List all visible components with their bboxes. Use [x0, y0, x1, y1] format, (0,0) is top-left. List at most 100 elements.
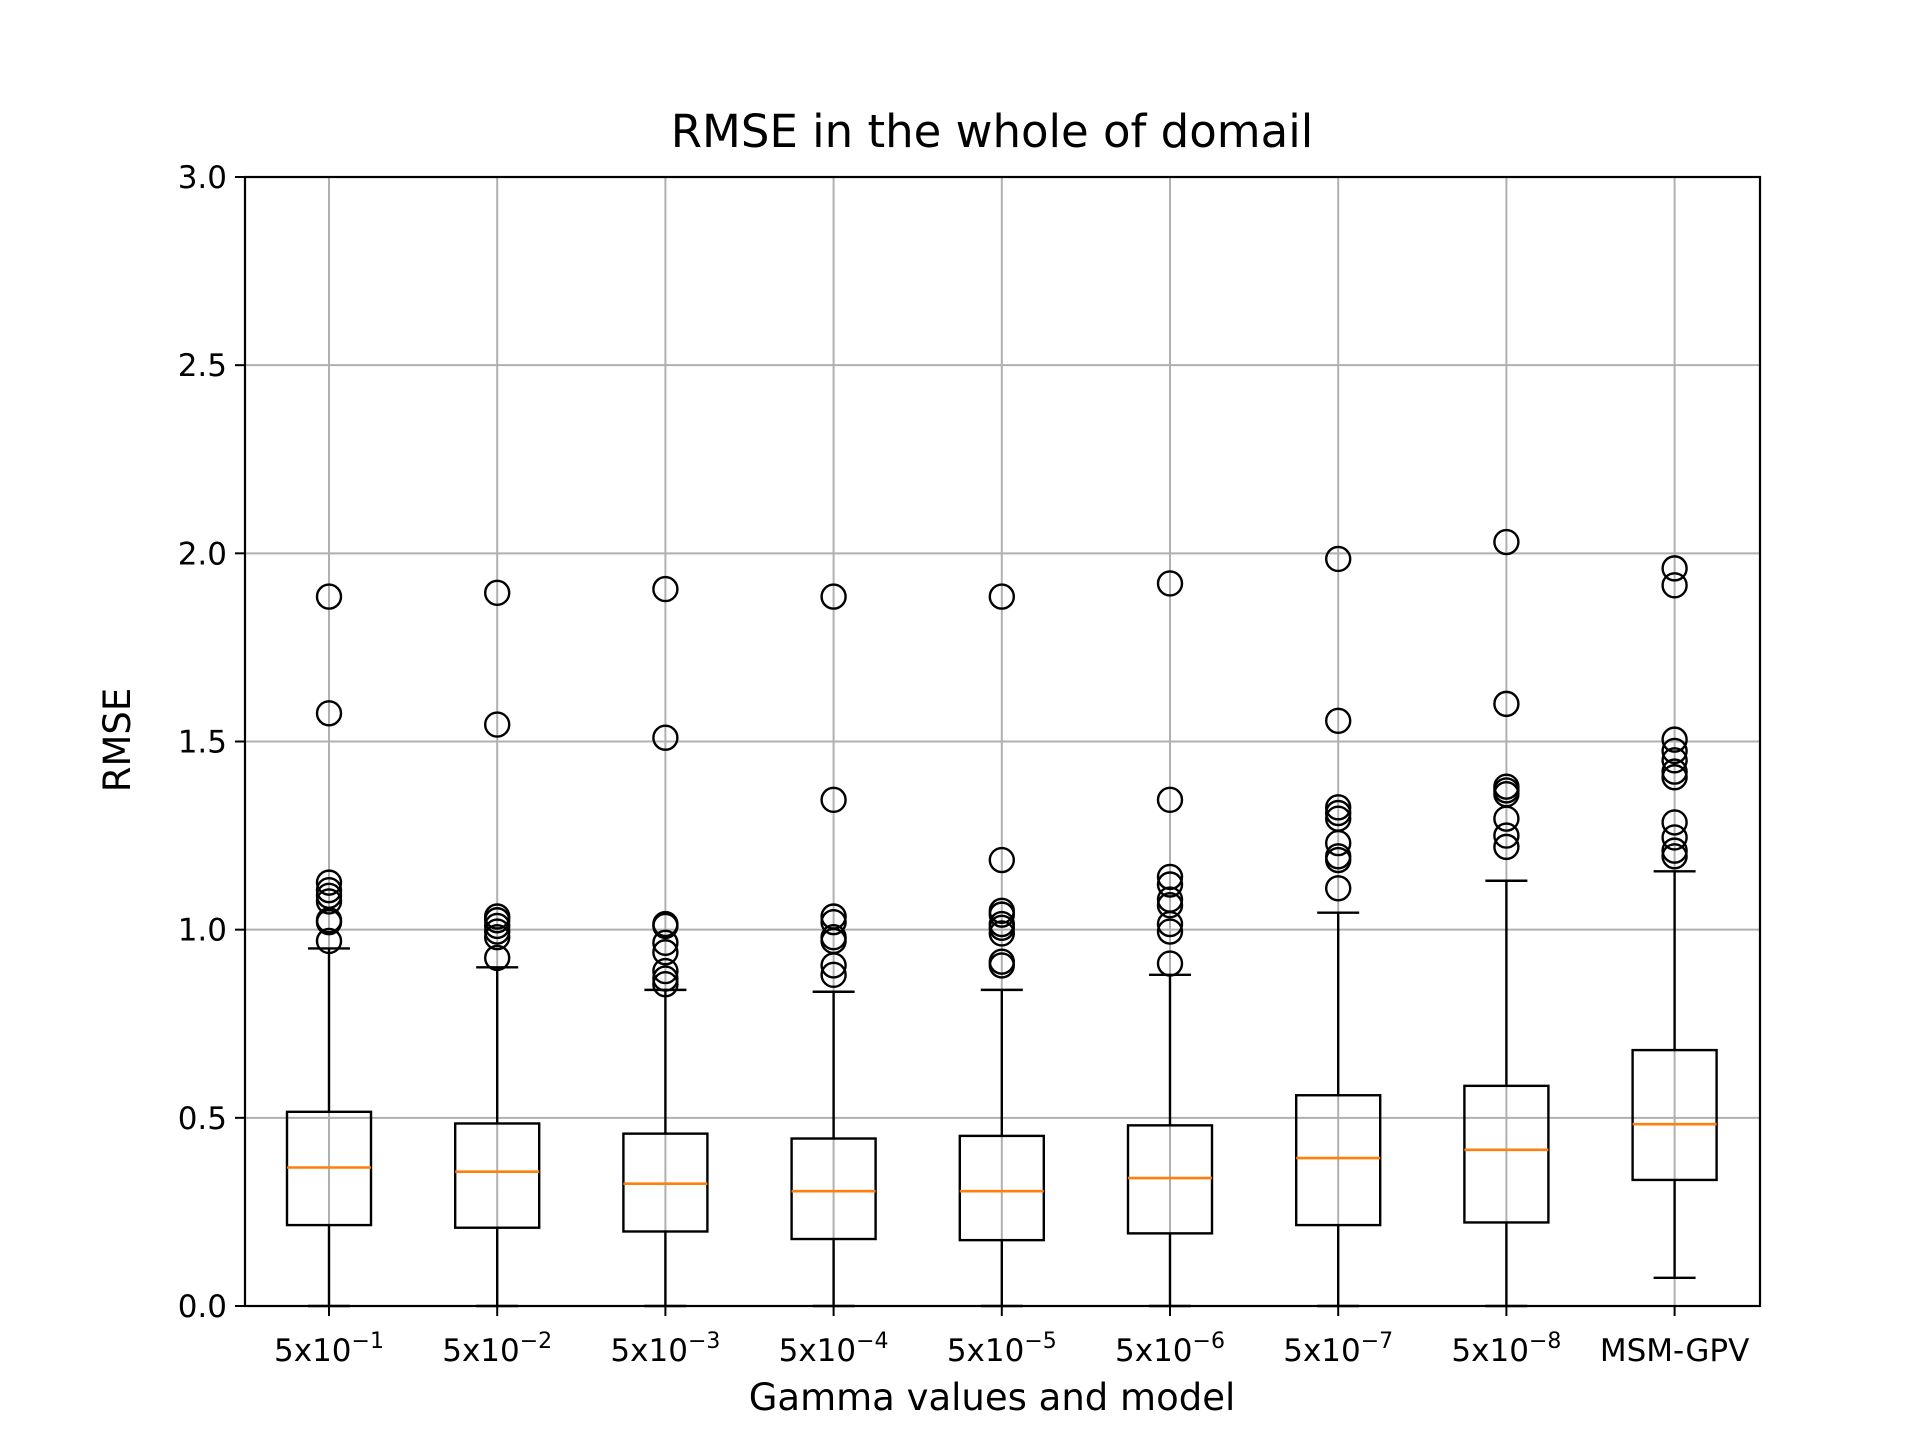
iqr-box: [958, 1134, 1045, 1242]
outlier-point: [1156, 950, 1184, 977]
x-tick-exponent: −3: [688, 1329, 720, 1354]
outlier-point: [652, 929, 679, 957]
outlier-point: [315, 869, 343, 896]
outlier-point: [1324, 794, 1352, 821]
y-tick-label: 1.5: [178, 725, 227, 761]
outlier-point: [1661, 764, 1688, 791]
x-tick-exponent: −2: [520, 1329, 552, 1354]
outlier-point: [315, 888, 343, 915]
y-axis-ticks: 0.0 0.5 1.0 1.5 2.0 2.5 3.0: [178, 160, 245, 1325]
y-tick-label: 2.0: [178, 536, 227, 572]
outlier-point: [1493, 528, 1520, 556]
outlier-point: [820, 961, 847, 989]
chart-title: RMSE in the whole of domail: [671, 105, 1313, 158]
box-5: [958, 583, 1045, 1308]
outlier-point: [1493, 822, 1520, 849]
outlier-point: [652, 971, 679, 998]
x-tick-exponent: −4: [856, 1329, 888, 1354]
outlier-point: [1661, 726, 1688, 753]
x-tick-label: 5x10−2: [442, 1329, 552, 1369]
outlier-point: [1156, 570, 1184, 597]
outlier-point: [1661, 737, 1688, 765]
outlier-point: [1156, 886, 1184, 913]
outlier-point: [1324, 843, 1352, 870]
outlier-point: [820, 908, 847, 936]
outlier-point: [1156, 863, 1184, 891]
outlier-point: [820, 786, 847, 814]
outlier-point: [820, 923, 847, 951]
outlier-point: [315, 583, 343, 610]
box-7: [1294, 545, 1382, 1308]
iqr-box: [454, 1122, 541, 1229]
iqr-box: [1631, 1048, 1718, 1182]
y-tick-label: 2.5: [178, 348, 227, 384]
outlier-point: [988, 920, 1015, 947]
outlier-point: [1661, 572, 1688, 599]
outlier-point: [1661, 758, 1688, 785]
outlier-point: [1156, 918, 1184, 945]
x-tick-label: 5x10−5: [947, 1329, 1057, 1369]
outlier-point: [652, 965, 679, 992]
outlier-point: [1661, 824, 1688, 851]
outlier-point: [988, 846, 1015, 874]
outlier-point: [1493, 833, 1520, 861]
outlier-point: [1156, 786, 1184, 814]
x-tick-label: MSM-GPV: [1600, 1333, 1749, 1369]
outlier-point: [652, 939, 679, 966]
outlier-point: [484, 903, 511, 930]
iqr-box: [790, 1137, 877, 1241]
outlier-point: [1661, 837, 1688, 864]
outlier-point: [988, 910, 1015, 938]
x-tick-exponent: −7: [1361, 1329, 1393, 1354]
y-tick-label: 0.0: [178, 1289, 227, 1325]
iqr-box: [1294, 1094, 1382, 1227]
outlier-point: [820, 903, 847, 930]
outlier-point: [315, 927, 343, 955]
y-tick-label: 1.0: [178, 913, 227, 949]
outlier-point: [1324, 805, 1352, 832]
outlier-point: [1324, 545, 1352, 573]
y-tick-label: 3.0: [178, 160, 227, 196]
outlier-point: [988, 583, 1015, 610]
x-tick-label: 5x10−6: [1115, 1329, 1225, 1369]
x-tick-label: 5x10−4: [779, 1329, 889, 1369]
x-tick-exponent: −5: [1024, 1329, 1056, 1354]
outlier-point: [1661, 747, 1688, 774]
outlier-point: [820, 583, 847, 610]
box-2: [454, 579, 541, 1308]
x-tick-label: 5x10−8: [1451, 1329, 1561, 1369]
outlier-point: [484, 579, 511, 607]
outlier-point: [1156, 871, 1184, 898]
box-3: [622, 575, 709, 1308]
outlier-point: [652, 957, 679, 985]
outlier-point: [1661, 809, 1688, 836]
outlier-point: [1324, 799, 1352, 827]
outlier-point: [652, 724, 679, 751]
outlier-point: [484, 711, 511, 738]
outlier-point: [315, 882, 343, 909]
box-series: [285, 528, 1718, 1308]
outlier-point: [1324, 875, 1352, 902]
x-tick-exponent: −6: [1193, 1329, 1225, 1354]
outlier-point: [1324, 707, 1352, 735]
outlier-point: [1661, 843, 1688, 870]
box-9: [1631, 555, 1718, 1279]
x-tick-exponent: −1: [352, 1329, 384, 1354]
outlier-point: [652, 575, 679, 603]
box-6: [1126, 570, 1214, 1308]
outlier-point: [988, 948, 1015, 975]
x-tick-label: 5x10−3: [610, 1329, 720, 1369]
box-1: [285, 583, 373, 1308]
outlier-point: [484, 918, 511, 945]
outlier-point: [1661, 555, 1688, 582]
outlier-point: [988, 897, 1015, 925]
y-axis-label: RMSE: [96, 688, 139, 793]
outlier-point: [315, 700, 343, 727]
outlier-point: [1493, 773, 1520, 800]
x-tick-label: 5x10−1: [274, 1329, 384, 1369]
iqr-box: [1126, 1124, 1214, 1235]
outlier-point: [1493, 690, 1520, 718]
iqr-box: [1463, 1084, 1550, 1224]
y-tick-label: 0.5: [178, 1101, 227, 1137]
